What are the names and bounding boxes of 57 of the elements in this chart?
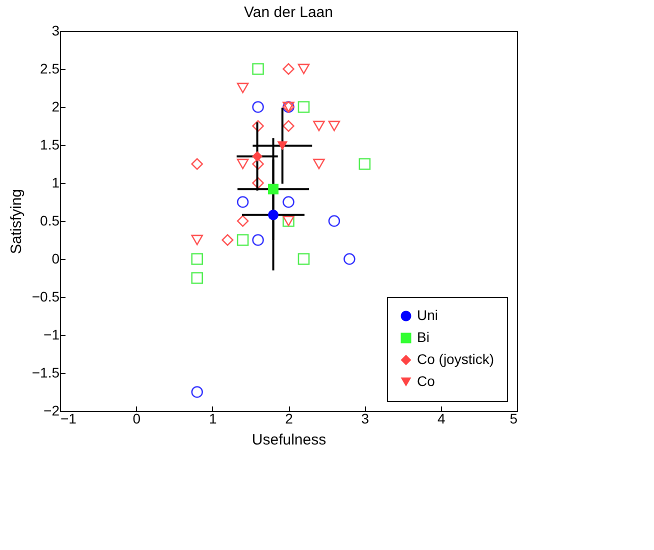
point — [236, 215, 249, 227]
x-axis-title: Usefulness — [252, 432, 326, 448]
point — [268, 184, 279, 194]
y-tick-label: 2 — [52, 98, 60, 114]
point — [236, 234, 249, 246]
point — [252, 234, 264, 246]
x-tick-label: 0 — [132, 410, 141, 426]
y-tick-label: −2 — [44, 402, 60, 418]
point — [313, 158, 325, 170]
point — [282, 63, 294, 75]
point — [236, 158, 249, 170]
point — [252, 120, 264, 132]
point — [252, 151, 263, 162]
point — [328, 120, 340, 132]
point — [298, 64, 310, 74]
point — [236, 196, 249, 208]
legend-label: Bi — [417, 329, 430, 345]
x-tick-label: 5 — [510, 410, 518, 426]
point — [252, 101, 264, 113]
legend-label: Co (joystick) — [417, 351, 494, 367]
point — [298, 101, 310, 113]
point — [298, 253, 310, 265]
x-tick-label: 2 — [285, 410, 294, 426]
y-tick-label: −0.5 — [32, 288, 60, 304]
x-tick-label: 4 — [437, 410, 446, 426]
x-tick-label: 1 — [208, 410, 217, 426]
y-tick-label: 1.5 — [40, 136, 60, 152]
point — [358, 158, 371, 170]
legend-label: Co — [417, 373, 436, 389]
y-tick-label: 1 — [52, 174, 60, 190]
x-tick-label: 3 — [361, 410, 370, 426]
legend-label: Uni — [417, 307, 438, 323]
point — [268, 210, 279, 220]
point — [191, 234, 203, 246]
y-axis-title: Satisfying — [8, 188, 25, 254]
point — [236, 82, 249, 94]
point — [222, 234, 234, 246]
point — [191, 386, 203, 398]
point — [252, 158, 264, 170]
y-tick-label: 2.5 — [40, 60, 60, 76]
y-tick-label: −1 — [44, 326, 60, 342]
point — [282, 120, 294, 132]
point — [282, 196, 294, 208]
point — [313, 120, 325, 132]
point — [252, 177, 264, 189]
point — [277, 141, 288, 150]
point — [344, 253, 356, 265]
point — [191, 158, 203, 170]
point — [191, 272, 203, 284]
point — [328, 215, 340, 227]
y-tick-label: 0 — [52, 250, 60, 266]
point — [191, 253, 203, 265]
y-tick-label: 0.5 — [40, 212, 60, 228]
y-tick-label: 3 — [52, 22, 60, 38]
point — [252, 63, 264, 75]
chart-title: Van der Laan — [244, 4, 333, 21]
y-tick-label: −1.5 — [32, 364, 60, 380]
